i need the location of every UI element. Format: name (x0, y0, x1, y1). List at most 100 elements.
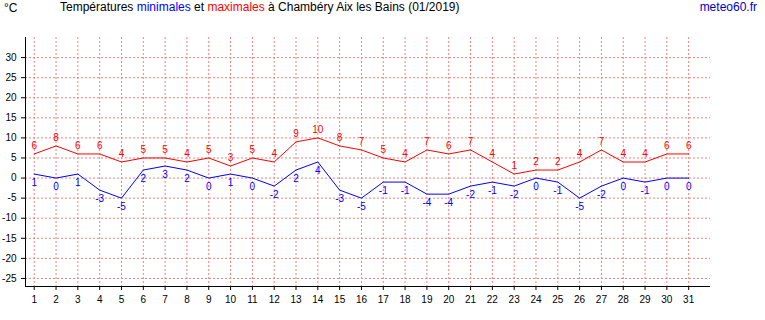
svg-text:4: 4 (402, 148, 408, 159)
svg-text:18: 18 (400, 294, 412, 305)
svg-text:-1: -1 (553, 185, 562, 196)
svg-text:6: 6 (31, 140, 37, 151)
svg-text:-1: -1 (488, 185, 497, 196)
svg-text:-10: -10 (2, 212, 17, 223)
svg-text:7: 7 (162, 294, 168, 305)
svg-text:-2: -2 (510, 189, 519, 200)
svg-text:14: 14 (312, 294, 324, 305)
svg-text:2: 2 (533, 156, 539, 167)
svg-text:-20: -20 (2, 253, 17, 264)
svg-text:8: 8 (53, 132, 59, 143)
svg-text:9: 9 (293, 128, 299, 139)
svg-text:19: 19 (421, 294, 433, 305)
svg-text:21: 21 (465, 294, 477, 305)
svg-text:4: 4 (315, 165, 321, 176)
svg-text:2: 2 (184, 173, 190, 184)
svg-text:0: 0 (686, 181, 692, 192)
svg-text:25: 25 (5, 72, 17, 83)
svg-text:15: 15 (334, 294, 346, 305)
svg-text:7: 7 (359, 136, 365, 147)
svg-text:27: 27 (596, 294, 608, 305)
svg-text:7: 7 (468, 136, 474, 147)
svg-text:6: 6 (75, 140, 81, 151)
svg-text:4: 4 (577, 148, 583, 159)
svg-text:5: 5 (250, 144, 256, 155)
svg-text:-5: -5 (117, 201, 126, 212)
svg-text:30: 30 (5, 52, 17, 63)
svg-text:4: 4 (490, 148, 496, 159)
svg-text:3: 3 (162, 169, 168, 180)
svg-text:4: 4 (271, 148, 277, 159)
svg-text:15: 15 (5, 112, 17, 123)
svg-text:6: 6 (97, 140, 103, 151)
svg-text:3: 3 (228, 152, 234, 163)
svg-text:4: 4 (97, 294, 103, 305)
svg-text:12: 12 (269, 294, 281, 305)
svg-text:17: 17 (378, 294, 390, 305)
svg-text:7: 7 (424, 136, 430, 147)
svg-text:6: 6 (141, 294, 147, 305)
svg-text:1: 1 (511, 160, 517, 171)
svg-text:-4: -4 (444, 197, 453, 208)
svg-text:-5: -5 (8, 192, 17, 203)
svg-text:0: 0 (664, 181, 670, 192)
svg-text:8: 8 (184, 294, 190, 305)
svg-text:11: 11 (247, 294, 258, 305)
svg-text:-1: -1 (641, 185, 650, 196)
svg-text:-25: -25 (2, 273, 17, 284)
svg-text:0: 0 (250, 181, 256, 192)
svg-text:-2: -2 (466, 189, 475, 200)
svg-text:31: 31 (683, 294, 695, 305)
svg-text:4: 4 (119, 148, 125, 159)
svg-text:24: 24 (530, 294, 542, 305)
svg-text:29: 29 (639, 294, 651, 305)
svg-text:4: 4 (620, 148, 626, 159)
svg-text:0: 0 (53, 181, 59, 192)
svg-text:20: 20 (443, 294, 455, 305)
svg-text:0: 0 (11, 172, 17, 183)
svg-text:28: 28 (618, 294, 630, 305)
svg-text:9: 9 (206, 294, 212, 305)
svg-text:-5: -5 (357, 201, 366, 212)
svg-text:2: 2 (293, 173, 299, 184)
svg-text:1: 1 (75, 177, 81, 188)
svg-text:6: 6 (664, 140, 670, 151)
svg-text:-3: -3 (95, 193, 104, 204)
svg-text:10: 10 (225, 294, 237, 305)
svg-text:7: 7 (599, 136, 605, 147)
svg-text:0: 0 (620, 181, 626, 192)
svg-text:-4: -4 (422, 197, 431, 208)
svg-text:4: 4 (642, 148, 648, 159)
svg-text:0: 0 (533, 181, 539, 192)
svg-text:2: 2 (141, 173, 147, 184)
svg-text:5: 5 (119, 294, 125, 305)
svg-text:22: 22 (487, 294, 499, 305)
svg-text:30: 30 (661, 294, 673, 305)
svg-text:20: 20 (5, 92, 17, 103)
svg-text:1: 1 (31, 177, 37, 188)
svg-text:-1: -1 (379, 185, 388, 196)
svg-text:16: 16 (356, 294, 368, 305)
svg-text:3: 3 (75, 294, 81, 305)
svg-text:-5: -5 (575, 201, 584, 212)
svg-text:2: 2 (555, 156, 561, 167)
svg-text:1: 1 (228, 177, 234, 188)
svg-text:2: 2 (53, 294, 59, 305)
svg-text:4: 4 (184, 148, 190, 159)
svg-text:-1: -1 (401, 185, 410, 196)
svg-text:5: 5 (11, 152, 17, 163)
svg-text:13: 13 (290, 294, 302, 305)
svg-text:25: 25 (552, 294, 564, 305)
svg-text:1: 1 (31, 294, 37, 305)
svg-text:5: 5 (380, 144, 386, 155)
svg-text:10: 10 (5, 132, 17, 143)
svg-text:-3: -3 (335, 193, 344, 204)
svg-text:26: 26 (574, 294, 586, 305)
svg-text:10: 10 (312, 124, 324, 135)
svg-text:6: 6 (686, 140, 692, 151)
svg-text:8: 8 (337, 132, 343, 143)
svg-text:5: 5 (206, 144, 212, 155)
svg-text:6: 6 (446, 140, 452, 151)
svg-text:5: 5 (162, 144, 168, 155)
svg-text:23: 23 (509, 294, 521, 305)
